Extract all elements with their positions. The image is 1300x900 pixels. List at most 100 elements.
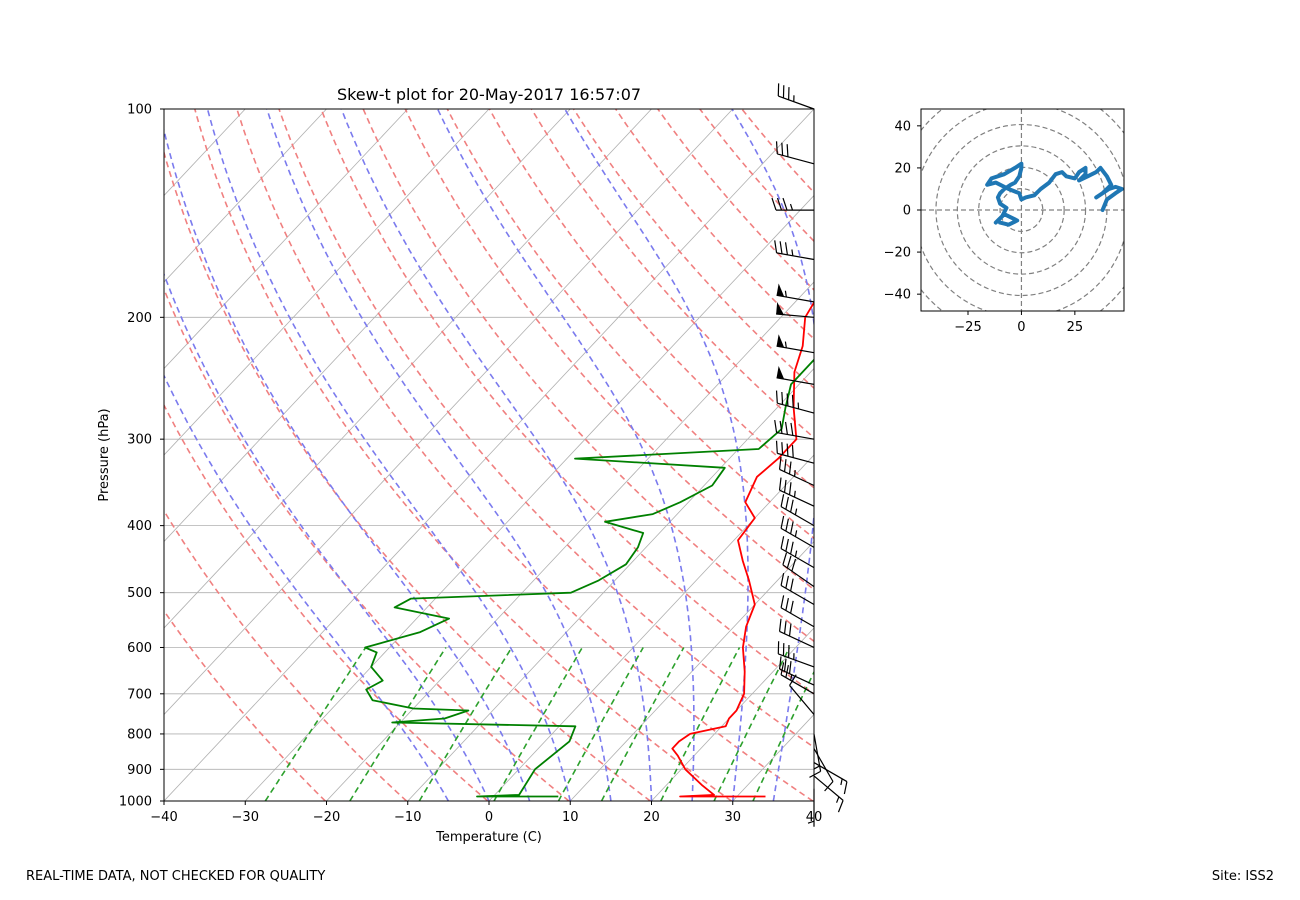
moist-adiabat [436, 109, 695, 801]
barb-staff [780, 527, 815, 548]
barb-full [790, 499, 794, 513]
barb-staff [780, 674, 815, 695]
barb-full [774, 419, 778, 433]
barb-full [785, 665, 789, 678]
isotherm [164, 109, 490, 456]
wind-barb [780, 572, 815, 605]
barb-half [784, 290, 787, 298]
dry-adiabat [164, 609, 326, 801]
barb-full [790, 600, 794, 614]
isotherm [407, 367, 814, 801]
hodograph-y-tick-label: −20 [884, 246, 911, 261]
barb-staff [813, 748, 834, 782]
barb-full [785, 518, 789, 532]
hodograph: −25 0 25 40 20 0 −20 −40 [884, 108, 1125, 335]
barb-staff [776, 252, 815, 261]
moist-adiabat [164, 126, 531, 801]
mixing-ratio-line [660, 647, 741, 801]
hodograph-x-tick-label: −25 [954, 320, 981, 335]
barb-full [791, 558, 797, 572]
hodograph-y-tick-label: 0 [903, 204, 911, 219]
barb-staff [780, 607, 815, 628]
barb-full [780, 662, 785, 675]
barb-full [790, 578, 794, 592]
barb-half [840, 778, 843, 786]
wind-barb [778, 618, 815, 649]
barb-full [782, 197, 788, 211]
isotherm [0, 77, 31, 815]
wind-barb [776, 302, 815, 318]
isotherm [813, 800, 814, 801]
x-tick-label: 0 [485, 810, 493, 825]
chart-title: Skew-t plot for 20-May-2017 16:57:07 [337, 85, 641, 104]
barb-full [809, 770, 821, 778]
wind-barb [807, 788, 815, 827]
barb-full [784, 421, 789, 435]
hodograph-y-tick-label: 20 [894, 161, 911, 176]
mixing-ratio-line [264, 647, 367, 801]
barb-full [837, 800, 844, 813]
isotherm [164, 109, 653, 629]
barb-full [791, 394, 794, 408]
dry-adiabat [530, 109, 814, 439]
x-tick-label: −10 [394, 810, 421, 825]
y-tick-label: 700 [127, 687, 152, 702]
wind-barb [778, 456, 815, 487]
barb-full [789, 674, 797, 686]
wind-barb [775, 440, 815, 464]
barb-half [813, 765, 820, 770]
barb-full [780, 595, 785, 608]
barb-full [824, 781, 834, 792]
barb-full [788, 623, 792, 637]
barb-staff [776, 431, 815, 440]
x-tick-label: 30 [724, 810, 741, 825]
barb-full [780, 536, 785, 549]
wind-barb [776, 283, 815, 303]
dry-adiabat [488, 109, 814, 489]
barb-full [783, 479, 787, 493]
isotherm [325, 281, 814, 801]
wind-barb [780, 595, 815, 628]
barb-full [790, 541, 794, 555]
wind-barb [774, 240, 815, 261]
barb-full [785, 538, 789, 552]
isotherm [488, 454, 814, 801]
y-axis-label: Pressure (hPa) [97, 408, 112, 501]
x-tick-label: −30 [232, 810, 259, 825]
barb-flag [776, 283, 785, 297]
skew-t-diagram: Skew-t plot for 20-May-2017 16:57:07 −40… [0, 77, 848, 845]
barb-staff [782, 564, 815, 588]
y-tick-label: 1000 [119, 795, 152, 810]
barb-staff [780, 548, 815, 569]
hodograph-trace [985, 161, 1124, 227]
barb-staff [813, 762, 848, 783]
barb-half [807, 820, 815, 824]
dewpoint-profile [364, 358, 814, 798]
x-axis-label: Temperature (C) [435, 830, 542, 845]
barb-staff [777, 153, 815, 165]
dry-adiabat [362, 109, 814, 643]
moist-adiabat [164, 272, 490, 801]
barb-staff [777, 402, 815, 414]
wind-barb [778, 656, 815, 686]
dry-adiabat [320, 109, 814, 695]
wind-barb [776, 365, 815, 385]
dry-adiabat [164, 149, 651, 801]
wind-barb [780, 536, 815, 569]
dry-adiabat [699, 109, 814, 243]
hodograph-rings [921, 109, 1124, 311]
wind-barb [813, 762, 848, 795]
barb-staff [789, 685, 815, 715]
barb-full [785, 575, 789, 589]
wind-barb [778, 477, 815, 507]
mixing-ratio-line [713, 647, 791, 801]
barb-full [786, 393, 789, 407]
barb-full [778, 477, 782, 491]
barb-staff [813, 775, 844, 801]
isotherm [244, 194, 814, 801]
barb-staff [779, 668, 815, 686]
moist-adiabat [340, 109, 653, 801]
barb-staff [778, 653, 815, 668]
barb-full [775, 141, 778, 154]
